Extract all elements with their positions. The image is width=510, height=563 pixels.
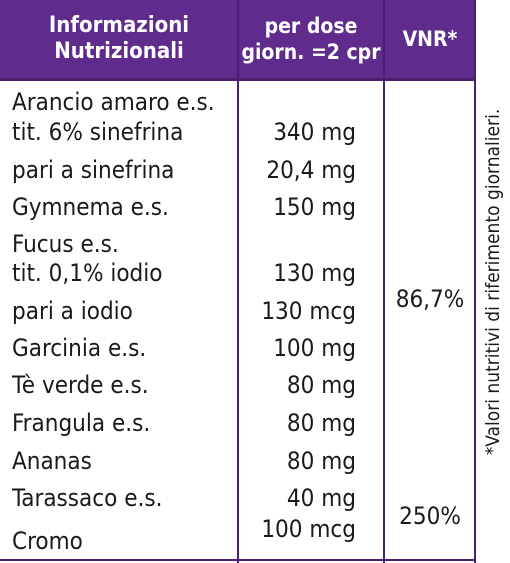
row-name: pari a sinefrina: [12, 156, 175, 184]
nutrition-table: Informazioni Nutrizionali per dose giorn…: [0, 0, 476, 563]
row-dose: 80 mg: [286, 409, 356, 437]
row-name: Cromo: [12, 527, 83, 555]
column-divider: [237, 0, 239, 563]
row-name: Ananas: [12, 447, 92, 475]
row-name: Arancio amaro e.s.: [12, 88, 215, 116]
row-dose: 100 mg: [273, 334, 356, 362]
header-col1-line1: Informazioni: [48, 13, 190, 38]
table-border-bottom: [0, 559, 476, 561]
row-dose: 80 mg: [286, 447, 356, 475]
row-name: Gymnema e.s.: [12, 193, 169, 221]
table-border-right: [474, 0, 476, 563]
row-dose: 100 mcg: [261, 515, 356, 543]
header-informazioni: Informazioni Nutrizionali: [0, 0, 238, 78]
row-name: pari a iodio: [12, 297, 133, 325]
row-name: Tarassaco e.s.: [12, 484, 163, 512]
row-name: Fucus e.s.: [12, 230, 119, 258]
footnote-text: *Valori nutritivi di riferimento giornal…: [482, 108, 504, 455]
footnote: *Valori nutritivi di riferimento giornal…: [476, 0, 510, 563]
row-dose: 150 mg: [273, 193, 356, 221]
header-col2-line1: per dose: [264, 14, 358, 38]
vnr-cromo: 250%: [399, 502, 461, 530]
vnr-iodio: 86,7%: [395, 285, 465, 313]
row-name: tit. 6% sinefrina: [12, 118, 184, 146]
row-name: Frangula e.s.: [12, 409, 151, 437]
row-dose: 80 mg: [286, 371, 356, 399]
column-divider: [383, 0, 385, 563]
header-dose: per dose giorn. =2 cpr: [238, 0, 384, 78]
row-dose: 340 mg: [273, 118, 356, 146]
header-vnr: VNR*: [402, 27, 458, 51]
header-col2-line2: giorn. =2 cpr: [241, 40, 381, 64]
row-dose: 130 mcg: [261, 297, 356, 325]
row-name: tit. 0,1% iodio: [12, 259, 163, 287]
row-name: Tè verde e.s.: [12, 371, 149, 399]
header-col1-line2: Nutrizionali: [54, 39, 184, 64]
row-dose: 130 mg: [273, 259, 356, 287]
row-name: Garcinia e.s.: [12, 334, 147, 362]
row-dose: 40 mg: [286, 484, 356, 512]
row-dose: 20,4 mg: [266, 156, 356, 184]
